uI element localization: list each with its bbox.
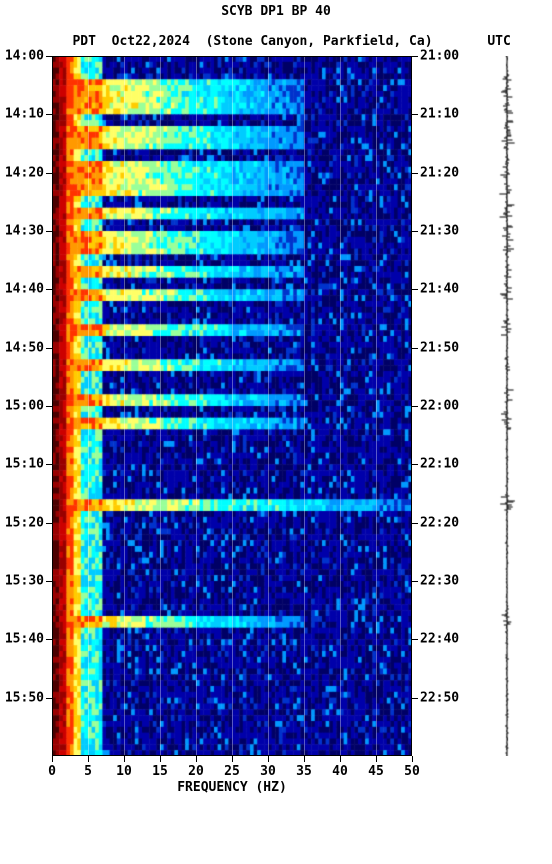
x-tick-label: 5 <box>84 764 92 779</box>
x-tick-label: 35 <box>296 764 312 779</box>
y-tick-label-right: 21:50 <box>420 340 459 355</box>
y-tick-label-left: 14:50 <box>5 340 44 355</box>
y-tick-label-left: 15:50 <box>5 690 44 705</box>
seismogram-canvas <box>475 56 539 756</box>
y-tick-label-left: 14:10 <box>5 107 44 122</box>
x-axis-label: FREQUENCY (HZ) <box>177 780 287 795</box>
y-tick-left <box>46 698 52 699</box>
x-tick <box>160 756 161 762</box>
date-label: Oct22,2024 <box>112 34 190 49</box>
y-tick-right <box>412 114 418 115</box>
gridline-v <box>376 56 377 756</box>
x-tick <box>412 756 413 762</box>
y-tick-left <box>46 639 52 640</box>
y-tick-left <box>46 406 52 407</box>
x-tick <box>304 756 305 762</box>
y-tick-label-left: 15:40 <box>5 632 44 647</box>
gridline-v <box>160 56 161 756</box>
spectrogram-plot <box>52 56 412 756</box>
y-tick-right <box>412 464 418 465</box>
x-tick <box>196 756 197 762</box>
y-tick-label-left: 15:00 <box>5 399 44 414</box>
x-tick <box>376 756 377 762</box>
y-tick-label-right: 21:20 <box>420 165 459 180</box>
x-tick-label: 45 <box>368 764 384 779</box>
y-tick-left <box>46 173 52 174</box>
x-tick <box>268 756 269 762</box>
y-tick-left <box>46 231 52 232</box>
gridline-v <box>124 56 125 756</box>
y-tick-label-left: 14:20 <box>5 165 44 180</box>
x-tick-label: 40 <box>332 764 348 779</box>
x-tick <box>88 756 89 762</box>
chart-header: SCYB DP1 BP 40 PDT Oct22,2024 (Stone Can… <box>0 0 552 64</box>
x-tick-label: 20 <box>188 764 204 779</box>
y-tick-left <box>46 523 52 524</box>
y-tick-label-left: 15:20 <box>5 515 44 530</box>
y-tick-label-right: 22:50 <box>420 690 459 705</box>
x-tick <box>340 756 341 762</box>
y-tick-label-right: 21:40 <box>420 282 459 297</box>
y-tick-right <box>412 698 418 699</box>
y-tick-label-left: 14:00 <box>5 49 44 64</box>
y-tick-right <box>412 173 418 174</box>
y-tick-label-right: 22:30 <box>420 574 459 589</box>
x-tick-label: 50 <box>404 764 420 779</box>
y-tick-right <box>412 348 418 349</box>
seismogram-plot <box>475 56 539 756</box>
y-tick-right <box>412 289 418 290</box>
gridline-v <box>340 56 341 756</box>
y-axis-left: 14:0014:1014:2014:3014:4014:5015:0015:10… <box>0 56 52 756</box>
x-axis: FREQUENCY (HZ) 05101520253035404550 <box>52 756 412 796</box>
x-tick-label: 25 <box>224 764 240 779</box>
y-tick-label-right: 22:40 <box>420 632 459 647</box>
left-tz-label: PDT <box>72 34 95 49</box>
y-tick-left <box>46 464 52 465</box>
chart-title: SCYB DP1 BP 40 <box>0 4 552 19</box>
y-tick-left <box>46 289 52 290</box>
y-tick-label-right: 22:10 <box>420 457 459 472</box>
x-tick <box>52 756 53 762</box>
y-tick-label-right: 21:30 <box>420 224 459 239</box>
y-tick-right <box>412 406 418 407</box>
y-tick-label-right: 22:20 <box>420 515 459 530</box>
y-tick-left <box>46 114 52 115</box>
y-tick-right <box>412 581 418 582</box>
y-tick-label-right: 21:00 <box>420 49 459 64</box>
x-tick-label: 15 <box>152 764 168 779</box>
y-tick-label-left: 15:30 <box>5 574 44 589</box>
y-axis-right: 21:0021:1021:2021:3021:4021:5022:0022:10… <box>412 56 464 756</box>
y-tick-label-left: 14:30 <box>5 224 44 239</box>
right-tz-label: UTC <box>487 34 510 49</box>
y-tick-label-left: 14:40 <box>5 282 44 297</box>
y-tick-right <box>412 231 418 232</box>
x-tick <box>124 756 125 762</box>
x-tick <box>232 756 233 762</box>
y-tick-left <box>46 348 52 349</box>
y-tick-right <box>412 56 418 57</box>
y-tick-left <box>46 581 52 582</box>
y-tick-right <box>412 639 418 640</box>
x-tick-label: 30 <box>260 764 276 779</box>
gridline-v <box>304 56 305 756</box>
gridline-v <box>268 56 269 756</box>
y-tick-label-left: 15:10 <box>5 457 44 472</box>
y-tick-label-right: 22:00 <box>420 399 459 414</box>
gridline-v <box>232 56 233 756</box>
x-tick-label: 10 <box>116 764 132 779</box>
gridline-v <box>196 56 197 756</box>
gridline-v <box>88 56 89 756</box>
location-label: (Stone Canyon, Parkfield, Ca) <box>206 34 433 49</box>
y-tick-right <box>412 523 418 524</box>
y-tick-left <box>46 56 52 57</box>
y-tick-label-right: 21:10 <box>420 107 459 122</box>
x-tick-label: 0 <box>48 764 56 779</box>
